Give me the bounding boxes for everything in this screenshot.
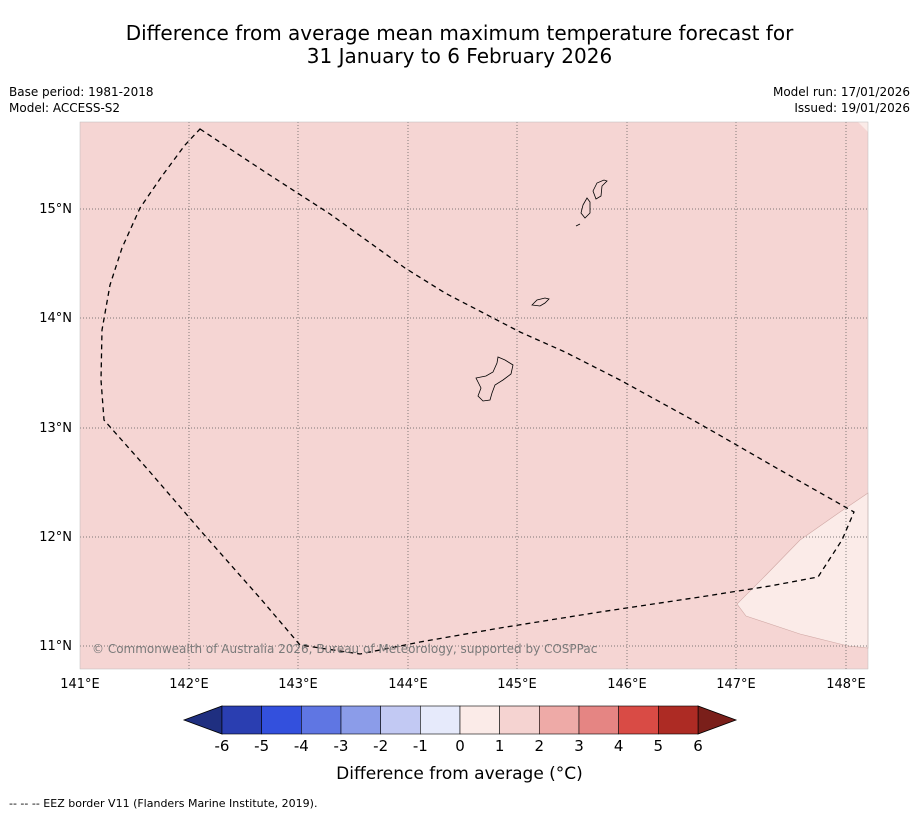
eez-legend-note: -- -- -- EEZ border V11 (Flanders Marine… [9,797,318,810]
colorbar-tick-label: -2 [373,737,388,755]
colorbar-ticks: -6 -5 -4 -3 -2 -1 0 1 2 3 4 5 6 [215,737,703,755]
colorbar-segment [618,705,659,735]
colorbar-tick-label: 2 [535,737,545,755]
lon-label-143e: 143°E [278,677,318,692]
islands [475,179,608,402]
colorbar-segment [499,705,540,735]
colorbar-title: Difference from average (°C) [336,764,583,784]
colorbar-tick-label: -3 [334,737,349,755]
lat-label-12n: 12°N [39,530,72,545]
longitude-labels: 141°E 142°E 143°E 144°E 145°E 146°E 147°… [60,677,866,692]
colorbar-segment [261,705,302,735]
meta-right: Model run: 17/01/2026 Issued: 19/01/2026 [773,84,910,116]
lon-label-147e: 147°E [716,677,756,692]
colorbar-segment [539,705,580,735]
colorbar-segment [340,705,381,735]
lat-label-14n: 14°N [39,311,72,326]
model-name: Model: ACCESS-S2 [9,101,121,115]
island-tinian [580,197,591,219]
colorbar-tick-label: 6 [693,737,703,755]
colorbar-segment [301,705,342,735]
latitude-labels: 15°N 14°N 13°N 12°N 11°N [39,202,72,654]
lat-label-13n: 13°N [39,421,72,436]
colorbar-tick-label: 3 [574,737,584,755]
island-guam [475,356,514,402]
colorbar-tick-label: -1 [413,737,428,755]
copyright-notice: © Commonwealth of Australia 2026, Bureau… [92,642,597,656]
island-aguijan [575,223,581,227]
title-line-2: 31 January to 6 February 2026 [306,44,613,68]
lon-label-142e: 142°E [169,677,209,692]
island-saipan [592,179,608,200]
forecast-field-lower-zone [736,492,869,649]
island-rota [531,297,550,307]
forecast-field-corner [858,122,868,132]
colorbar-segment [380,705,421,735]
lon-label-146e: 146°E [607,677,647,692]
lat-label-15n: 15°N [39,202,72,217]
lon-label-141e: 141°E [60,677,100,692]
colorbar-under-arrow [182,705,223,735]
forecast-field-main [80,122,868,669]
title-line-1: Difference from average mean maximum tem… [125,21,794,45]
lon-label-148e: 148°E [826,677,866,692]
map-title: Difference from average mean maximum tem… [0,22,919,68]
colorbar-segment [221,705,262,735]
graticule [80,122,868,669]
meta-left: Base period: 1981-2018 Model: ACCESS-S2 [9,84,154,116]
colorbar-tick-label: 4 [614,737,624,755]
colorbar-tick-label: -4 [294,737,309,755]
base-period: Base period: 1981-2018 [9,85,154,99]
colorbar-segment [578,705,619,735]
colorbar-segment [658,705,699,735]
lon-label-145e: 145°E [497,677,537,692]
colorbar-tick-label: -5 [254,737,269,755]
colorbar-tick-label: 0 [455,737,465,755]
lon-label-144e: 144°E [388,677,428,692]
map-frame [79,121,869,670]
model-run: Model run: 17/01/2026 [772,85,910,99]
eez-border [100,128,855,655]
colorbar-tick-label: -6 [215,737,230,755]
colorbar-tick-label: 1 [495,737,505,755]
colorbar-over-arrow [697,705,738,735]
lat-label-11n: 11°N [39,639,72,654]
colorbar-segment [459,705,500,735]
colorbar-tick-label: 5 [654,737,664,755]
colorbar [182,705,738,735]
issued-date: Issued: 19/01/2026 [794,101,910,115]
colorbar-segment [420,705,461,735]
